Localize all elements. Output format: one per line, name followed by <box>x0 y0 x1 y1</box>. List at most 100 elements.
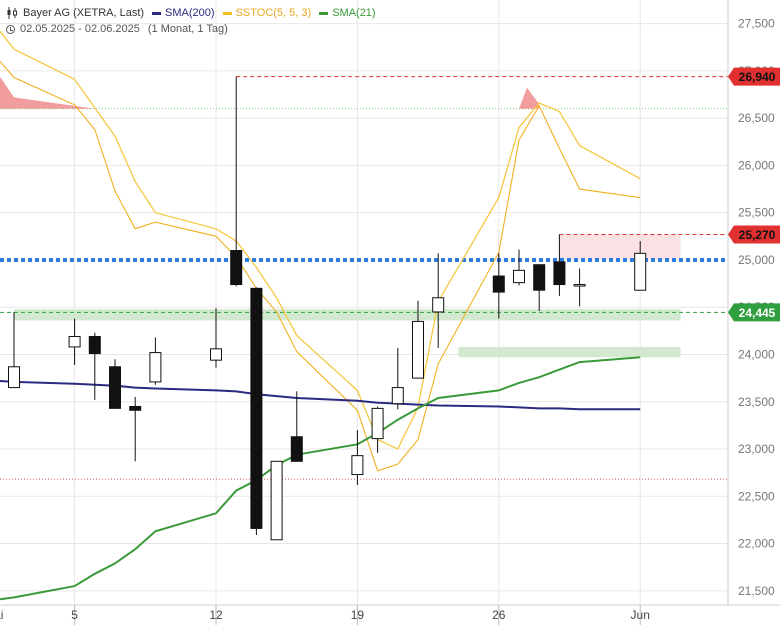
candle-body-up <box>149 352 162 383</box>
level-tag-text: 25,270 <box>739 228 776 242</box>
candle[interactable] <box>149 337 162 385</box>
legend-item-sma200[interactable]: SMA(200) <box>152 5 215 21</box>
candle[interactable] <box>210 308 222 368</box>
legend-item-sma21[interactable]: SMA(21) <box>319 5 376 21</box>
level-tag-text: 26,940 <box>739 70 776 84</box>
candle-body-down <box>129 405 142 411</box>
level-tag-text: 24,445 <box>739 306 776 320</box>
legend-swatch-sstoc <box>222 11 232 15</box>
legend-period: (1 Monat, 1 Tag) <box>147 23 228 35</box>
legend-swatch-sma21 <box>319 11 329 15</box>
candle-body-up <box>412 320 424 379</box>
candle[interactable] <box>351 430 364 485</box>
y-tick-label: 22,000 <box>738 537 775 551</box>
y-tick-label: 26,000 <box>738 158 775 172</box>
price-zone <box>14 309 681 321</box>
sstoc-overbought-zone <box>519 87 540 109</box>
candle[interactable] <box>634 241 647 291</box>
price-zone <box>458 346 681 358</box>
x-tick-label: 12 <box>209 608 223 622</box>
x-tick-label: 26 <box>492 608 506 622</box>
y-tick-label: 21,500 <box>738 584 775 598</box>
clock-icon <box>6 24 15 34</box>
candle[interactable] <box>533 264 546 312</box>
candle-body-up <box>68 336 81 348</box>
candle-body-up <box>351 455 364 476</box>
candle-body-down <box>533 264 546 291</box>
x-tick-label: 5 <box>71 608 78 622</box>
y-tick-label: 26,500 <box>738 111 775 125</box>
level-price-tag[interactable]: 24,445 <box>728 303 780 322</box>
candle[interactable] <box>109 359 121 409</box>
level-price-tag[interactable]: 25,270 <box>728 225 780 244</box>
candle[interactable] <box>250 287 263 536</box>
candlestick-icon <box>6 7 18 19</box>
candle-body-up <box>513 269 525 284</box>
candle[interactable] <box>270 460 283 541</box>
candle-body-up <box>573 284 586 287</box>
price-zones <box>14 234 681 358</box>
candle-body-up <box>391 387 404 405</box>
candle[interactable] <box>412 300 424 379</box>
candle[interactable] <box>371 406 384 453</box>
candle-body-down <box>492 275 505 293</box>
y-tick-label: 22,500 <box>738 489 775 503</box>
candle-body-down <box>290 436 303 462</box>
chart-legend: Bayer AG (XETRA, Last) SMA(200) SSTOC(5,… <box>6 5 384 37</box>
candle[interactable] <box>68 318 81 365</box>
candle-body-down <box>109 366 121 409</box>
sstoc-overbought-zone <box>0 76 95 109</box>
candle[interactable] <box>8 311 20 389</box>
candle[interactable] <box>573 268 586 307</box>
candle[interactable] <box>230 76 243 287</box>
level-price-tag[interactable]: 26,940 <box>728 67 780 86</box>
y-tick-label: 25,500 <box>738 206 775 220</box>
candle[interactable] <box>513 249 525 286</box>
sma21-line <box>0 356 641 601</box>
legend-label-sstoc: SSTOC(5, 5, 3) <box>235 7 312 19</box>
candle[interactable] <box>88 332 101 400</box>
candle-body-up <box>432 297 445 313</box>
legend-instrument-label: Bayer AG (XETRA, Last) <box>23 7 145 19</box>
x-tick-label: Mai <box>0 608 3 622</box>
candles <box>8 76 647 541</box>
legend-date-range: 02.05.2025 - 02.06.2025 <box>20 23 140 35</box>
candle-body-up <box>634 252 647 291</box>
y-tick-label: 23,000 <box>738 442 775 456</box>
level-labels: 26,940 25,270 24,445 <box>728 67 780 322</box>
legend-label-sma21: SMA(21) <box>332 7 376 19</box>
legend-row-range: 02.05.2025 - 02.06.2025 (1 Monat, 1 Tag) <box>6 21 384 37</box>
candle-body-down <box>88 336 101 355</box>
candle-body-down <box>250 287 263 529</box>
level-tag-bg <box>728 225 780 244</box>
y-tick-label: 25,000 <box>738 253 775 267</box>
candle[interactable] <box>290 391 303 462</box>
price-zone <box>559 234 681 260</box>
candle[interactable] <box>492 253 505 319</box>
horizontal-levels <box>0 76 728 480</box>
candle[interactable] <box>553 234 566 296</box>
y-tick-label: 27,500 <box>738 17 775 31</box>
level-tag-bg <box>728 303 780 322</box>
candle-body-down <box>230 250 243 286</box>
candle-body-up <box>8 366 20 389</box>
candle-body-up <box>270 460 283 541</box>
level-tag-bg <box>728 67 780 86</box>
legend-row-indicators: Bayer AG (XETRA, Last) SMA(200) SSTOC(5,… <box>6 5 384 21</box>
sstoc-d-line <box>0 30 641 450</box>
candle[interactable] <box>129 397 142 462</box>
y-tick-label: 23,500 <box>738 395 775 409</box>
legend-instrument[interactable]: Bayer AG (XETRA, Last) <box>6 5 144 21</box>
legend-item-sstoc[interactable]: SSTOC(5, 5, 3) <box>222 5 312 21</box>
candle[interactable] <box>391 347 404 410</box>
legend-label-sma200: SMA(200) <box>165 7 215 19</box>
grid-lines <box>0 0 728 605</box>
sstoc-k-line <box>0 61 641 472</box>
candle[interactable] <box>432 253 445 348</box>
candle-body-up <box>210 348 222 361</box>
sma200-line <box>0 380 641 411</box>
x-tick-label: 19 <box>351 608 365 622</box>
candle-body-down <box>553 261 566 286</box>
legend-swatch-sma200 <box>152 11 162 15</box>
